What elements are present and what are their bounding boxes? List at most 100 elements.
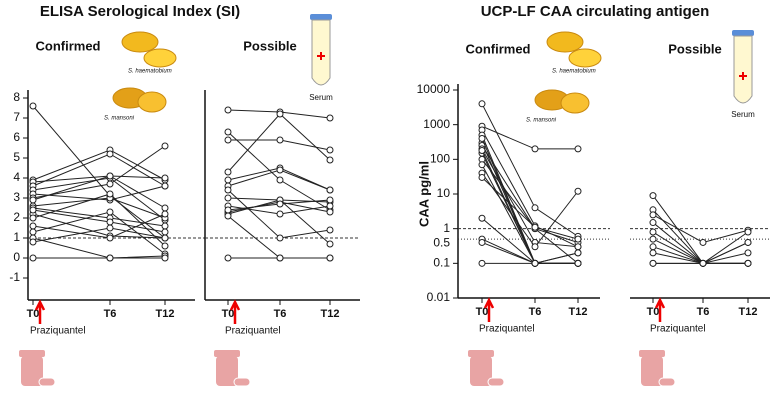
data-point xyxy=(699,238,707,246)
data-point xyxy=(649,211,657,219)
data-point xyxy=(106,180,114,188)
parasite-icon xyxy=(121,31,159,53)
data-point xyxy=(574,187,582,195)
species-label: S. haematobium xyxy=(552,69,596,75)
data-point xyxy=(478,146,486,154)
data-point xyxy=(161,204,169,212)
data-point xyxy=(276,210,284,218)
panel-label: Confirmed xyxy=(36,38,101,53)
data-point xyxy=(478,161,486,169)
drug-icon xyxy=(214,350,240,357)
tube-cap xyxy=(310,14,332,20)
subject-line xyxy=(481,145,579,243)
data-point xyxy=(649,192,657,200)
subject-line xyxy=(481,125,578,150)
y-axis-label: CAA pg/ml xyxy=(416,161,431,227)
drug-icon xyxy=(470,356,492,386)
data-point xyxy=(29,238,37,246)
data-point xyxy=(574,235,582,243)
drug-icon xyxy=(468,350,494,357)
data-point xyxy=(326,240,334,248)
data-point xyxy=(224,128,232,136)
serum-label: Serum xyxy=(731,110,755,119)
data-point xyxy=(649,259,657,267)
serum-label: Serum xyxy=(309,93,333,102)
data-point xyxy=(224,212,232,220)
data-point xyxy=(744,249,752,257)
data-point xyxy=(478,214,486,222)
x-tick-label: T12 xyxy=(321,308,340,320)
data-point xyxy=(276,110,284,118)
species-label: S. haematobium xyxy=(128,69,172,75)
data-point xyxy=(106,218,114,226)
data-point xyxy=(224,194,232,202)
data-point xyxy=(29,102,37,110)
data-point xyxy=(29,222,37,230)
data-point xyxy=(224,186,232,194)
drug-icon xyxy=(487,377,505,387)
data-point xyxy=(224,168,232,176)
data-point xyxy=(161,174,169,182)
data-point xyxy=(161,228,169,236)
data-point xyxy=(224,254,232,262)
species-label: S. mansoni xyxy=(526,118,557,124)
y-tick-label: 0 xyxy=(13,250,20,264)
data-point xyxy=(276,200,284,208)
data-point xyxy=(326,186,334,194)
data-point xyxy=(326,202,334,210)
x-tick-label: T12 xyxy=(569,306,588,318)
parasite-icon xyxy=(568,48,602,68)
species-label: S. mansoni xyxy=(104,116,135,122)
parasite-icon xyxy=(137,91,167,113)
x-tick-label: T6 xyxy=(529,306,542,318)
drug-icon xyxy=(639,350,665,357)
y-tick-label: 0.01 xyxy=(427,290,451,304)
data-point xyxy=(478,100,486,108)
data-point xyxy=(29,214,37,222)
data-point xyxy=(649,243,657,251)
x-tick-label: T6 xyxy=(697,306,710,318)
subject-line xyxy=(481,134,578,264)
data-point xyxy=(531,259,539,267)
y-tick-label: 1 xyxy=(443,221,450,235)
subject-line xyxy=(32,153,166,187)
data-point xyxy=(574,243,582,251)
y-tick-label: 2 xyxy=(13,210,20,224)
data-point xyxy=(326,114,334,122)
treatment-arrow xyxy=(483,297,495,322)
data-point xyxy=(276,166,284,174)
y-tick-label: 1000 xyxy=(423,117,450,131)
data-point xyxy=(326,208,334,216)
x-tick-label: T6 xyxy=(104,308,117,320)
drug-icon xyxy=(658,377,676,387)
drug-icon xyxy=(19,350,45,357)
tube-cap xyxy=(732,30,754,36)
data-point xyxy=(224,106,232,114)
data-point xyxy=(574,259,582,267)
data-point xyxy=(478,259,486,267)
data-point xyxy=(699,259,707,267)
parasite-icon xyxy=(546,31,584,53)
data-point xyxy=(744,259,752,267)
x-tick-label: T12 xyxy=(739,306,758,318)
parasite-icon xyxy=(143,48,177,68)
data-point xyxy=(276,136,284,144)
y-tick-label: 1 xyxy=(13,230,20,244)
data-point xyxy=(276,176,284,184)
data-point xyxy=(106,208,114,216)
annotation: Praziquantel xyxy=(650,324,706,335)
data-point xyxy=(574,145,582,153)
drug-icon xyxy=(641,356,663,386)
data-point xyxy=(106,190,114,198)
data-point xyxy=(531,145,539,153)
illustrations: S. haematobium S. mansoni Serum S. haema… xyxy=(104,14,755,124)
panel-label: Confirmed xyxy=(466,41,531,56)
y-tick-label: 8 xyxy=(13,90,20,104)
subject-line xyxy=(481,138,578,264)
subject-line xyxy=(32,237,166,259)
data-point xyxy=(326,146,334,154)
data-point xyxy=(106,172,114,180)
y-tick-label: 5 xyxy=(13,150,20,164)
panel-label: Possible xyxy=(668,41,721,56)
data-point xyxy=(744,238,752,246)
